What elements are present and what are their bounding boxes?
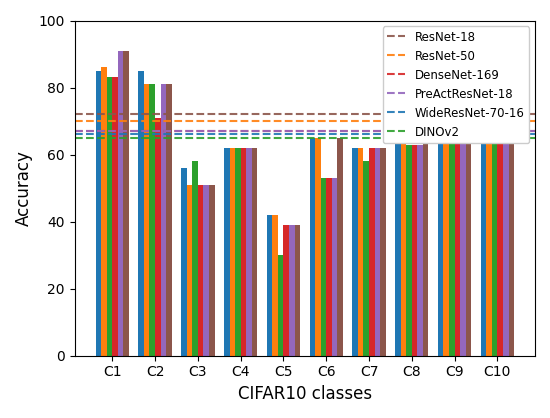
Bar	[118, 51, 123, 356]
X-axis label: CIFAR10 classes: CIFAR10 classes	[238, 385, 372, 403]
Bar	[166, 84, 172, 356]
Bar	[246, 148, 252, 356]
Bar	[278, 255, 283, 356]
Bar	[481, 81, 486, 356]
Bar	[272, 215, 278, 356]
Bar	[380, 148, 386, 356]
Bar	[423, 91, 428, 356]
Bar	[198, 185, 204, 356]
Bar	[209, 185, 214, 356]
Bar	[107, 77, 112, 356]
Bar	[401, 91, 406, 356]
Bar	[252, 148, 257, 356]
Bar	[438, 87, 443, 356]
Bar	[466, 104, 471, 356]
Bar	[310, 138, 315, 356]
Bar	[139, 71, 144, 356]
Bar	[235, 148, 241, 356]
Bar	[492, 97, 497, 356]
Bar	[229, 148, 235, 356]
Y-axis label: Accuracy: Accuracy	[15, 150, 33, 226]
Bar	[283, 225, 289, 356]
Bar	[144, 84, 150, 356]
Bar	[455, 118, 460, 356]
Bar	[112, 77, 118, 356]
Bar	[332, 178, 337, 356]
Bar	[375, 148, 380, 356]
Bar	[204, 185, 209, 356]
Bar	[443, 81, 449, 356]
Bar	[101, 67, 107, 356]
Bar	[224, 148, 229, 356]
Bar	[337, 138, 343, 356]
Bar	[267, 215, 272, 356]
Bar	[315, 138, 321, 356]
Bar	[241, 148, 246, 356]
Bar	[123, 51, 129, 356]
Bar	[509, 87, 514, 356]
Bar	[289, 225, 295, 356]
Bar	[353, 148, 358, 356]
Bar	[358, 148, 364, 356]
Bar	[412, 145, 417, 356]
Bar	[321, 178, 326, 356]
Bar	[449, 101, 455, 356]
Bar	[326, 178, 332, 356]
Bar	[364, 161, 369, 356]
Bar	[96, 71, 101, 356]
Bar	[417, 145, 423, 356]
Bar	[406, 145, 412, 356]
Bar	[186, 185, 192, 356]
Bar	[192, 161, 198, 356]
Bar	[460, 118, 466, 356]
Bar	[295, 225, 300, 356]
Bar	[486, 84, 492, 356]
Bar	[161, 84, 166, 356]
Bar	[181, 168, 186, 356]
Legend: ResNet-18, ResNet-50, DenseNet-169, PreActResNet-18, WideResNet-70-16, DINOv2: ResNet-18, ResNet-50, DenseNet-169, PreA…	[383, 26, 529, 143]
Bar	[155, 118, 161, 356]
Bar	[497, 94, 503, 356]
Bar	[369, 148, 375, 356]
Bar	[150, 84, 155, 356]
Bar	[395, 94, 401, 356]
Bar	[503, 91, 509, 356]
